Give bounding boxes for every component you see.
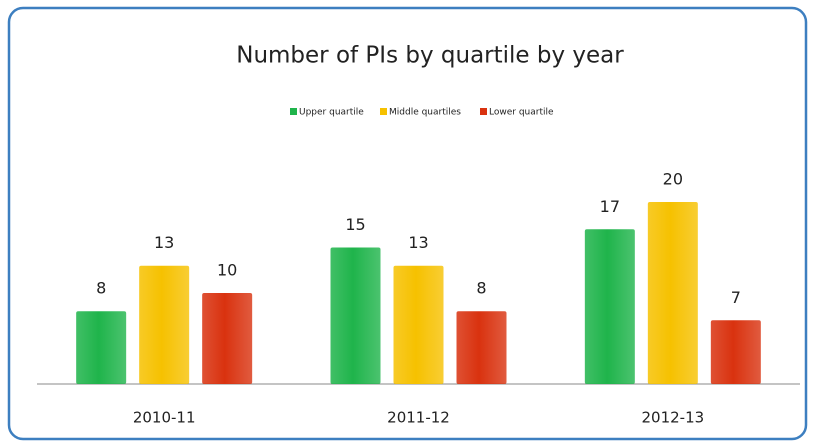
data-label: 17 <box>600 197 620 216</box>
data-label: 10 <box>217 261 237 280</box>
data-label: 13 <box>154 233 174 252</box>
legend-swatch <box>480 108 487 115</box>
data-label: 15 <box>345 215 365 234</box>
bar <box>330 247 381 384</box>
bar <box>647 202 698 384</box>
bar <box>456 311 507 384</box>
data-label: 20 <box>663 170 683 189</box>
x-tick-label: 2010-11 <box>133 409 196 427</box>
x-tick-label: 2011-12 <box>387 409 450 427</box>
bar <box>584 229 635 384</box>
legend-label: Upper quartile <box>299 108 364 118</box>
data-label: 8 <box>476 279 486 298</box>
data-label: 7 <box>731 288 741 307</box>
legend-swatch <box>380 108 387 115</box>
bar <box>393 265 444 384</box>
bar <box>202 293 253 384</box>
bar <box>139 265 190 384</box>
bar <box>76 311 127 384</box>
chart-title: Number of PIs by quartile by year <box>236 43 624 69</box>
legend-label: Lower quartile <box>489 108 554 118</box>
legend-label: Middle quartiles <box>389 108 461 118</box>
x-tick-label: 2012-13 <box>641 409 704 427</box>
legend-swatch <box>290 108 297 115</box>
data-label: 8 <box>96 279 106 298</box>
bar <box>710 320 761 384</box>
data-label: 13 <box>408 233 428 252</box>
